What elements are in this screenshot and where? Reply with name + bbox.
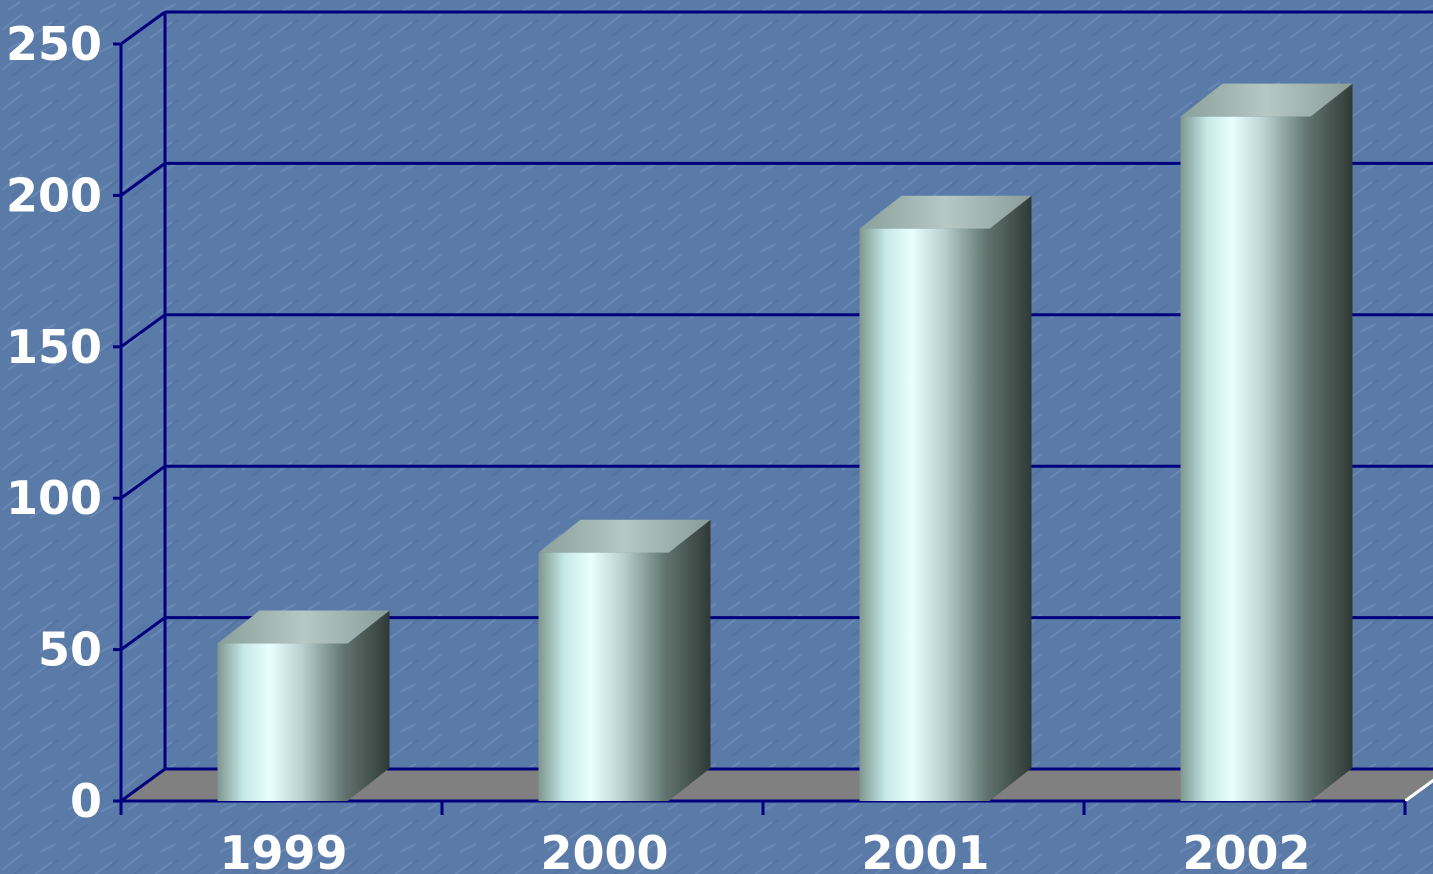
bar-2001 — [859, 195, 1032, 801]
y-tick-label: 200 — [6, 168, 102, 222]
x-tick-label: 2001 — [861, 826, 989, 874]
bar-top — [859, 195, 1032, 229]
y-tick-label: 250 — [6, 17, 102, 71]
chart-floor — [121, 769, 1433, 801]
bar-top — [1180, 83, 1353, 117]
gridline-diagonal — [120, 313, 166, 349]
bar-1999 — [217, 610, 390, 801]
x-tick-label: 1999 — [219, 826, 347, 874]
bar-side — [668, 519, 711, 801]
y-tick-label: 0 — [70, 774, 102, 828]
gridline-diagonal — [120, 767, 166, 803]
y-tick-label: 100 — [6, 471, 102, 525]
x-tick-label: 2000 — [540, 826, 668, 874]
bar-front — [1180, 116, 1311, 801]
x-tick-label: 2002 — [1182, 826, 1310, 874]
bar-top — [217, 610, 390, 644]
bar-side — [347, 610, 390, 801]
y-tick-label: 150 — [6, 320, 102, 374]
bar-front — [538, 552, 669, 801]
gridline-diagonal — [120, 162, 166, 197]
gridline-diagonal — [120, 616, 166, 651]
gridline-diagonal — [120, 464, 166, 500]
floor-edge — [1404, 778, 1433, 803]
bar-2000 — [538, 519, 711, 801]
bar-top — [538, 519, 711, 553]
gridline-diagonal — [120, 10, 166, 46]
y-tick-label: 50 — [38, 623, 102, 677]
bar-front — [859, 228, 990, 801]
bar-2002 — [1180, 83, 1353, 801]
bar-side — [1310, 83, 1353, 801]
bar-front — [217, 643, 348, 801]
bar-side — [989, 195, 1032, 801]
